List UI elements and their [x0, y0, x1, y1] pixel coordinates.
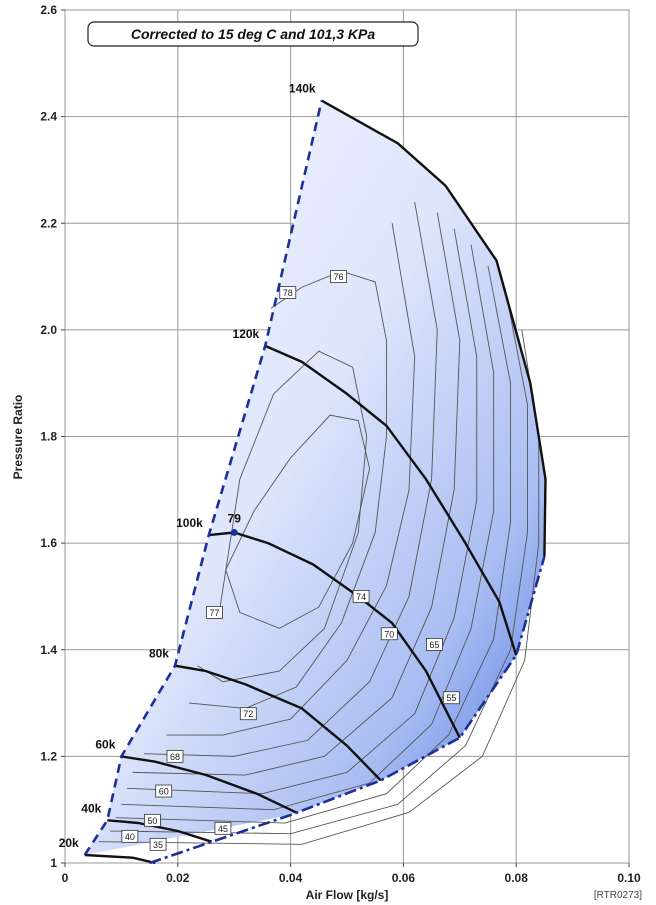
- efficiency-label-box: [442, 691, 460, 705]
- peak-efficiency-point: [230, 528, 238, 536]
- y-axis-title: Pressure Ratio: [11, 395, 25, 480]
- y-tick-label: 2.4: [40, 110, 57, 124]
- efficiency-label-box: [166, 749, 184, 763]
- map-boundaries: [83, 100, 546, 865]
- x-tick-label: 0.04: [279, 871, 303, 885]
- surge-line: [83, 100, 323, 856]
- y-tick-label: 1.6: [40, 536, 57, 550]
- efficiency-contour-76: [189, 270, 387, 709]
- efficiency-label-60: 60: [159, 787, 169, 797]
- efficiency-contour-outer: [121, 244, 495, 811]
- efficiency-label-box: [144, 813, 161, 827]
- speed-line-100k: [208, 531, 461, 739]
- efficiency-label-box: [155, 784, 173, 798]
- speed-line-140k: [321, 99, 547, 557]
- efficiency-label-50: 50: [147, 816, 157, 826]
- efficiency-label-40: 40: [125, 832, 135, 842]
- efficiency-label-box: [426, 638, 443, 651]
- efficiency-label-box: [330, 270, 347, 283]
- efficiency-label-35: 35: [153, 840, 163, 850]
- efficiency-label-box: [352, 590, 370, 603]
- efficiency-labels: 79 78 77 76 74 72 70 68 65 60 55 50 45 40 35: [121, 270, 460, 851]
- x-tick-label: 0.06: [392, 871, 416, 885]
- efficiency-contour-outer: [166, 223, 416, 736]
- efficiency-label-45: 45: [218, 824, 228, 834]
- choke-line: [149, 556, 546, 865]
- x-tick-label: 0: [62, 871, 69, 885]
- speed-label-20k: 20k: [59, 836, 79, 850]
- efficiency-label-box: [380, 627, 398, 641]
- efficiency-label-79: 79: [228, 511, 242, 525]
- speed-line-120k: [264, 344, 518, 656]
- efficiency-label-70: 70: [384, 629, 394, 639]
- efficiency-label-box: [206, 606, 223, 619]
- efficiency-label-box: [121, 829, 139, 843]
- efficiency-contour-outer: [98, 329, 540, 845]
- y-tick-label: 1.2: [40, 749, 57, 763]
- speed-label-120k: 120k: [233, 327, 260, 341]
- x-axis-title: Air Flow [kg/s]: [306, 888, 389, 902]
- efficiency-label-box: [239, 707, 257, 721]
- efficiency-label-72: 72: [243, 709, 253, 719]
- y-tick-label: 2.2: [40, 216, 57, 230]
- speed-label-60k: 60k: [95, 737, 115, 751]
- speed-label-100k: 100k: [176, 516, 203, 530]
- speed-label-80k: 80k: [149, 647, 169, 661]
- efficiency-label-box: [149, 837, 167, 851]
- speed-label-140k: 140k: [289, 82, 316, 96]
- efficiency-label-68: 68: [170, 752, 180, 762]
- efficiency-contour-77: [225, 414, 371, 629]
- efficiency-contour-outer: [127, 228, 478, 795]
- efficiency-label-55: 55: [446, 693, 456, 703]
- y-tick-label: 1: [50, 856, 57, 870]
- note-box: Corrected to 15 deg C and 101,3 KPa: [87, 21, 419, 47]
- efficiency-label-box: [279, 286, 297, 299]
- tick-labels: 0 0.02 0.04 0.06 0.08 0.10 1 1.2 1.4 1.6 1.8 2.0 2.2…: [40, 3, 641, 885]
- efficiency-label-65: 65: [429, 640, 439, 650]
- y-tick-label: 1.4: [40, 643, 57, 657]
- x-tick-label: 0.08: [505, 871, 529, 885]
- efficiency-label-box: [214, 821, 232, 835]
- speed-line-80k: [174, 664, 382, 782]
- chart-note: Corrected to 15 deg C and 101,3 KPa: [131, 26, 376, 42]
- efficiency-contour-outer: [115, 265, 512, 824]
- efficiency-contour-78: [197, 350, 368, 683]
- efficiency-label-76: 76: [334, 272, 344, 282]
- efficiency-label-74: 74: [356, 592, 366, 602]
- reference-code: [RTR0273]: [594, 890, 642, 901]
- efficiency-label-78: 78: [283, 288, 293, 298]
- speed-line-60k: [121, 755, 297, 814]
- x-tick-label: 0.02: [166, 871, 190, 885]
- speed-line-40k: [107, 819, 212, 843]
- y-tick-label: 2.6: [40, 3, 57, 17]
- speed-lines: 20k 40k 60k 80k 100k 120k 140k: [59, 82, 547, 865]
- speed-label-40k: 40k: [81, 801, 101, 815]
- y-tick-label: 2.0: [40, 323, 57, 337]
- x-tick-label: 0.10: [617, 871, 641, 885]
- efficiency-label-77: 77: [209, 608, 219, 618]
- speed-line-20k: [84, 853, 156, 865]
- y-tick-label: 1.8: [40, 430, 57, 444]
